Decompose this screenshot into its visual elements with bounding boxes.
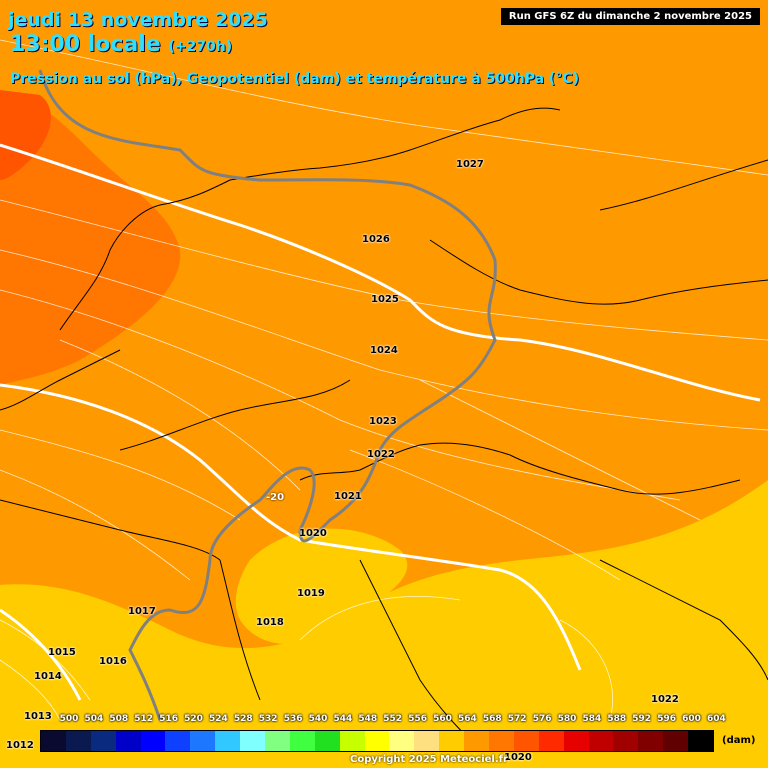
legend-swatch	[65, 731, 91, 751]
legend-swatch	[538, 731, 564, 751]
region-564b	[235, 528, 408, 644]
legend-swatch	[90, 731, 116, 751]
legend-tick: 504	[84, 714, 104, 724]
isobar-label: 1015	[48, 647, 76, 658]
legend-tick: 572	[507, 714, 527, 724]
legend-tick: 568	[482, 714, 502, 724]
legend-tick: 516	[159, 714, 178, 724]
legend-swatch	[115, 731, 141, 751]
forecast-date: jeudi 13 novembre 2025	[8, 9, 268, 31]
geopotential-legend: 500 504 508 512 516 520 524 528 532 536 540 544 548 5…	[40, 714, 726, 754]
isobar-label: 1026	[362, 234, 390, 245]
isobar-label: 1024	[370, 345, 398, 356]
region-576	[0, 90, 51, 180]
legend-tick: 520	[184, 714, 203, 724]
legend-swatch	[389, 731, 415, 751]
legend-tick: 580	[557, 714, 577, 724]
isobar-label: 1017	[128, 606, 156, 617]
legend-swatch	[663, 731, 689, 751]
legend-tick: 576	[532, 714, 552, 724]
legend-swatch	[215, 731, 241, 751]
legend-tick: 500	[59, 714, 79, 724]
isobar-label: 1021	[334, 491, 362, 502]
isobar-label: 1025	[371, 294, 399, 305]
legend-swatch	[414, 731, 440, 751]
legend-tick: 540	[308, 714, 328, 724]
legend-swatch	[190, 731, 216, 751]
legend-tick: 560	[433, 714, 452, 724]
legend-tick: 588	[607, 714, 627, 724]
forecast-time: 13:00 locale (+270h)	[10, 32, 232, 57]
legend-tick: 600	[682, 714, 701, 724]
legend-tick: 604	[706, 714, 726, 724]
legend-tick: 596	[657, 714, 676, 724]
isobar-label: 1023	[369, 416, 397, 427]
legend-swatch	[339, 731, 365, 751]
isobar-label: 1012	[6, 740, 34, 751]
legend-tick: 524	[208, 714, 228, 724]
legend-tick: 508	[109, 714, 129, 724]
isobar-label: 1016	[99, 656, 127, 667]
isobar-label: 1022	[651, 694, 679, 705]
legend-swatch	[140, 731, 166, 751]
isobar-label: 1022	[367, 449, 395, 460]
legend-swatch	[240, 731, 266, 751]
region-564	[0, 480, 768, 768]
legend-swatch	[588, 731, 614, 751]
legend-tick: 536	[283, 714, 303, 724]
legend-swatch	[439, 731, 465, 751]
legend-swatch	[289, 731, 315, 751]
forecast-local-time: 13:00 locale	[10, 32, 161, 57]
isobar-label: 1019	[297, 588, 325, 599]
legend-tick: 528	[233, 714, 253, 724]
region-572	[0, 98, 181, 385]
legend-tick: 548	[358, 714, 378, 724]
legend-swatch	[364, 731, 390, 751]
legend-tick: 584	[582, 714, 602, 724]
legend-swatch	[41, 731, 66, 751]
legend-tick: 512	[134, 714, 154, 724]
temperature-label: -20	[266, 492, 285, 503]
legend-tick: 556	[408, 714, 427, 724]
legend-swatch	[513, 731, 539, 751]
map-subtitle: Pression au sol (hPa), Geopotentiel (dam…	[10, 71, 579, 87]
borders	[0, 107, 768, 751]
legend-tick: 544	[333, 714, 353, 724]
thick-lines	[0, 143, 761, 701]
legend-swatch	[613, 731, 639, 751]
isobar-label: 1014	[34, 671, 62, 682]
legend-swatch	[688, 731, 714, 751]
copyright: Copyright 2025 Meteociel.fr	[350, 754, 508, 765]
legend-swatch	[314, 731, 340, 751]
isobar-label: 1027	[456, 159, 484, 170]
legend-swatch	[489, 731, 514, 751]
isobar-label: 1020	[299, 528, 327, 539]
legend-tick: 552	[383, 714, 403, 724]
legend-unit: (dam)	[722, 735, 756, 746]
grey-line	[38, 69, 497, 721]
legend-tick: 564	[457, 714, 477, 724]
legend-swatch	[638, 731, 664, 751]
run-info: Run GFS 6Z du dimanche 2 novembre 2025	[500, 8, 760, 25]
isobar-label: 1018	[256, 617, 284, 628]
forecast-offset: (+270h)	[168, 39, 233, 55]
legend-swatch	[464, 731, 490, 751]
isobar-label: 1020	[504, 752, 532, 763]
legend-swatch	[265, 731, 290, 751]
legend-swatches	[40, 730, 715, 752]
legend-swatch	[563, 731, 589, 751]
legend-tick: 532	[258, 714, 278, 724]
legend-swatch	[165, 731, 191, 751]
isobar-label: 1013	[24, 711, 52, 722]
legend-tick: 592	[632, 714, 652, 724]
